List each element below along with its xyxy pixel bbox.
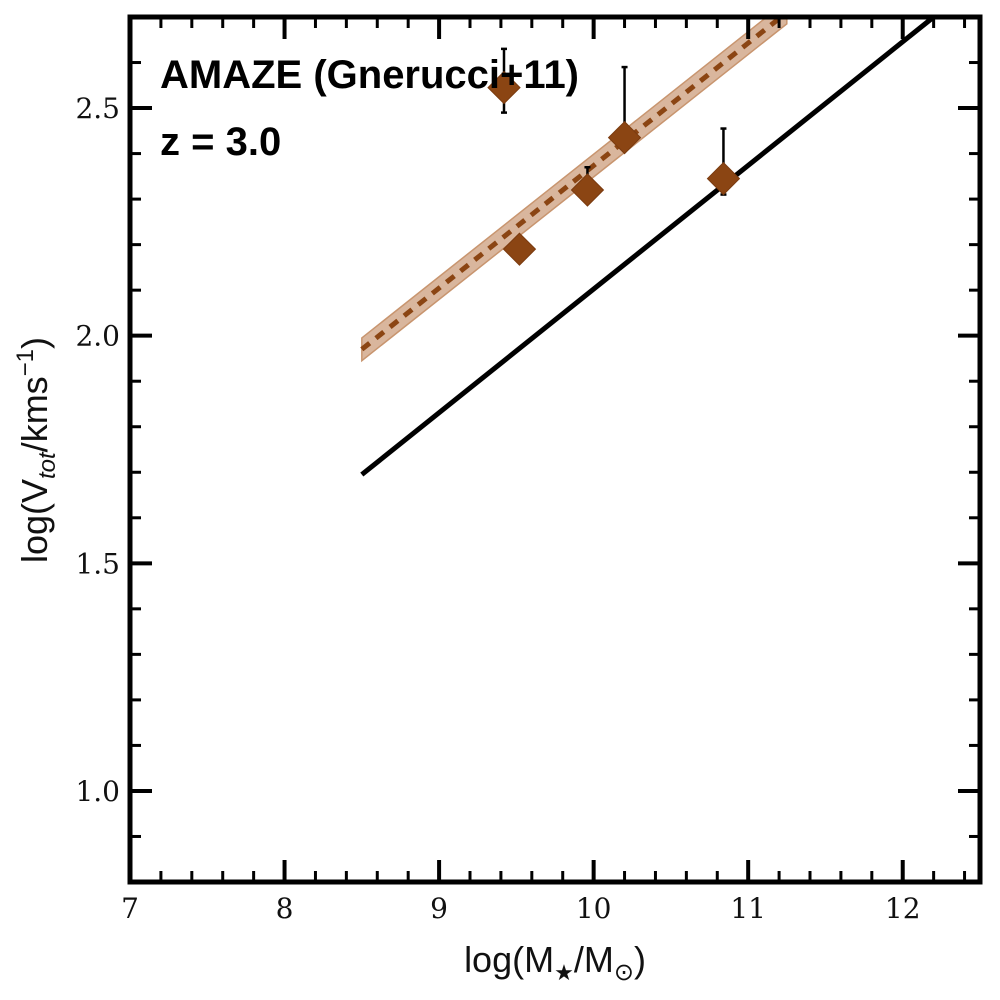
x-axis-title: log(M★/M⊙) bbox=[464, 939, 646, 986]
x-tick-label: 12 bbox=[885, 892, 921, 925]
y-axis-title-sub: tot bbox=[34, 451, 61, 479]
y-tick-label: 2.0 bbox=[75, 320, 120, 353]
x-tick-label: 11 bbox=[730, 892, 766, 925]
x-axis-title-prefix: log(M bbox=[464, 939, 554, 980]
annotation-dataset: AMAZE (Gnerucci+11) bbox=[160, 53, 579, 97]
x-axis-title-sub2: ⊙ bbox=[614, 959, 634, 986]
reference-solid-line bbox=[360, 17, 936, 477]
y-tick-label: 1.5 bbox=[75, 547, 120, 580]
x-tick-label: 9 bbox=[430, 892, 448, 925]
data-point-diamond bbox=[706, 161, 741, 196]
y-axis-title-sup: −1 bbox=[12, 349, 39, 376]
x-axis-title-sub1: ★ bbox=[554, 960, 574, 985]
data-point-diamond bbox=[607, 120, 642, 155]
data-point-diamond bbox=[570, 173, 605, 207]
plot-area bbox=[360, 17, 936, 477]
fit-dashed-line bbox=[360, 17, 786, 352]
x-tick-label: 8 bbox=[276, 892, 294, 925]
data-point-diamond bbox=[487, 70, 521, 105]
x-tick-label: 7 bbox=[121, 892, 139, 925]
x-tick-label: 10 bbox=[576, 892, 612, 925]
y-tick-label: 1.0 bbox=[75, 775, 120, 808]
x-axis-title-mid: /M bbox=[574, 939, 614, 980]
tick-labels: 7 8 9 10 11 12 1.0 1.5 2.0 2.5 bbox=[75, 92, 920, 925]
plot-frame bbox=[127, 14, 983, 885]
y-axis-title-suffix: ) bbox=[14, 337, 55, 349]
y-axis-title-prefix: log(V bbox=[14, 479, 55, 563]
data-point-diamond bbox=[502, 232, 537, 266]
y-tick-label: 2.5 bbox=[75, 92, 120, 125]
y-axis-title: log(Vtot/kms−1) bbox=[12, 337, 61, 563]
x-axis-title-suffix: ) bbox=[634, 939, 646, 980]
y-axis-title-mid: /kms bbox=[14, 376, 55, 452]
annotation-redshift: z = 3.0 bbox=[160, 120, 281, 164]
